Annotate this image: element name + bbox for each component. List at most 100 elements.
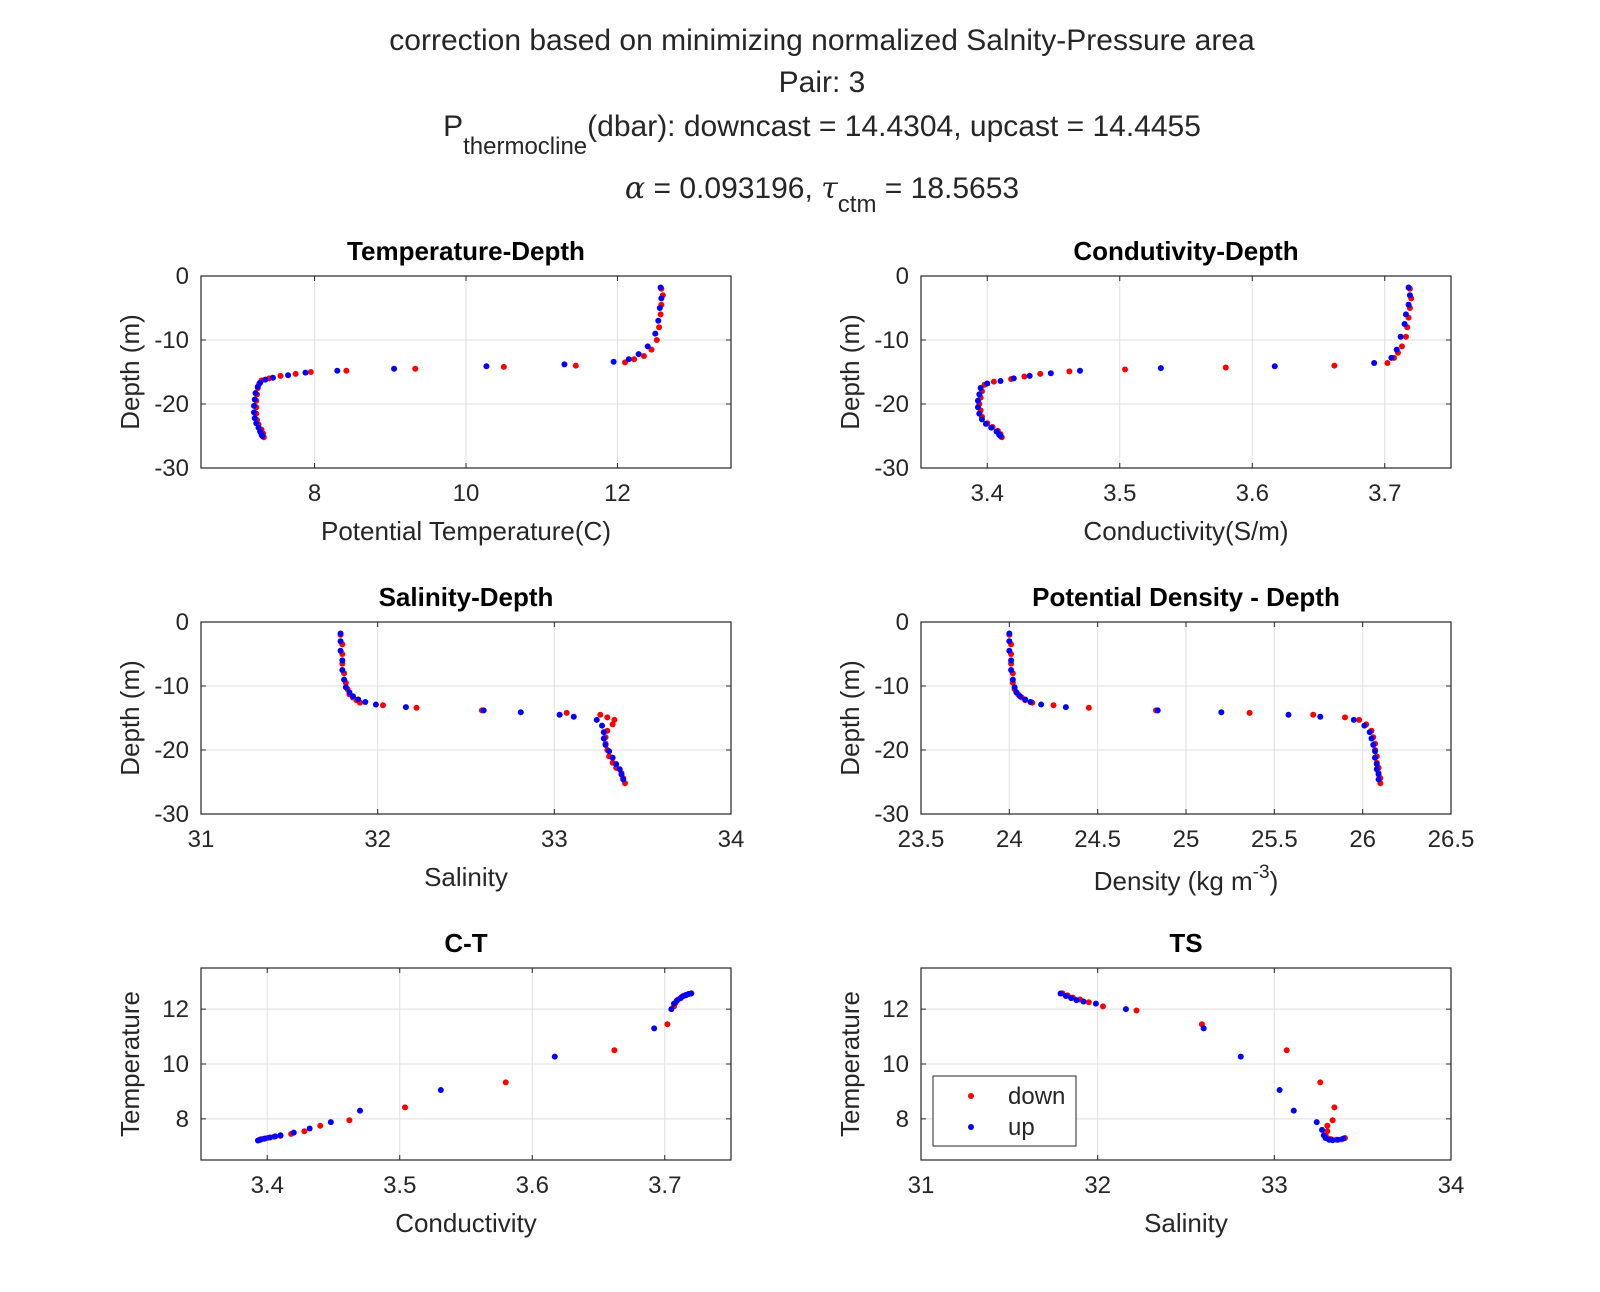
point-down: [1329, 1117, 1336, 1124]
point-up: [1375, 771, 1382, 778]
point-up: [599, 722, 606, 729]
point-up: [251, 396, 258, 403]
point-up: [1334, 1136, 1341, 1143]
point-up: [997, 433, 1004, 439]
point-up: [1405, 301, 1412, 308]
x-axis-label: Conductivity: [395, 1208, 537, 1238]
y-tick-label: 8: [896, 1106, 909, 1133]
point-down: [631, 356, 638, 363]
point-up: [655, 317, 662, 324]
point-up: [1366, 729, 1373, 736]
y-tick-label: -10: [154, 673, 189, 700]
y-tick-label: 0: [176, 609, 189, 636]
point-up: [609, 754, 616, 761]
legend-marker-up: [968, 1124, 974, 1130]
point-down: [1122, 366, 1129, 373]
point-up: [658, 295, 665, 302]
x-tick-label: 31: [908, 1172, 935, 1199]
x-axis-label: Salinity: [424, 862, 508, 892]
point-up: [266, 1134, 273, 1141]
x-tick-label: 3.4: [251, 1172, 284, 1199]
point-up: [976, 391, 983, 398]
point-up: [259, 433, 266, 439]
y-axis-label: Depth (m): [835, 660, 865, 776]
y-tick-label: -30: [874, 455, 909, 482]
y-tick-label: -20: [874, 391, 909, 418]
point-down: [990, 378, 997, 385]
point-up: [251, 402, 257, 409]
point-up: [618, 771, 625, 778]
x-tick-label: 3.7: [648, 1172, 681, 1199]
point-up: [342, 684, 349, 691]
point-up: [1027, 699, 1034, 705]
point-up: [600, 729, 607, 736]
title-p-subscript: thermocline: [463, 133, 587, 160]
y-tick-label: -30: [154, 455, 189, 482]
x-axis-label: Potential Temperature(C): [321, 516, 611, 546]
point-up: [656, 305, 663, 311]
x-tick-label: 24: [996, 826, 1023, 853]
y-tick-label: 0: [896, 263, 909, 290]
y-tick-label: -20: [154, 391, 189, 418]
point-down: [1037, 370, 1044, 377]
x-tick-label: 32: [1084, 1172, 1111, 1199]
point-up: [602, 741, 609, 748]
y-tick-label: -30: [154, 801, 189, 828]
point-up: [277, 1132, 284, 1139]
point-down: [1085, 704, 1092, 711]
point-up: [561, 361, 568, 368]
point-up: [272, 1133, 279, 1140]
point-up: [1388, 354, 1395, 361]
point-up: [355, 696, 362, 703]
point-up: [337, 647, 344, 654]
point-up: [1402, 311, 1409, 318]
point-up: [1006, 638, 1013, 645]
point-down: [292, 370, 299, 377]
point-up: [1016, 693, 1023, 700]
point-up: [1290, 1107, 1297, 1114]
y-axis-label: Depth (m): [835, 314, 865, 430]
point-down: [1331, 362, 1338, 369]
point-up: [251, 415, 258, 422]
point-up: [252, 390, 259, 397]
point-up: [391, 365, 398, 372]
title-p: P: [443, 110, 463, 143]
point-down: [640, 353, 647, 359]
legend-label-up: up: [1008, 1114, 1035, 1141]
point-up: [251, 409, 257, 416]
point-down: [307, 369, 314, 375]
point-down: [1085, 999, 1092, 1006]
point-down: [572, 362, 579, 369]
point-down: [563, 709, 570, 716]
point-up: [1368, 735, 1375, 742]
point-up: [1122, 1006, 1129, 1013]
point-up: [974, 397, 981, 404]
figure-title-line4: α = 0.093196, τctm = 18.5653: [625, 171, 1019, 218]
y-tick-label: -10: [874, 673, 909, 700]
point-up: [1405, 284, 1412, 291]
point-down: [1324, 1122, 1331, 1129]
x-tick-label: 3.5: [383, 1172, 416, 1199]
point-up: [1271, 363, 1278, 370]
point-up: [1373, 766, 1380, 773]
y-tick-label: 0: [176, 263, 189, 290]
subplot-title: Salinity-Depth: [379, 582, 554, 612]
figure-title-line1: correction based on minimizing normalize…: [389, 24, 1255, 57]
point-down: [1317, 1079, 1324, 1086]
point-up: [337, 630, 344, 637]
point-down: [1222, 364, 1229, 371]
point-down: [1310, 711, 1317, 718]
point-up: [1350, 716, 1357, 723]
point-up: [254, 1137, 261, 1144]
figure-title-line2: Pair: 3: [779, 66, 866, 99]
x-axis-label-superscript: -3: [1253, 862, 1270, 883]
point-down: [1402, 333, 1409, 340]
point-up: [1154, 707, 1161, 714]
point-up: [1006, 630, 1013, 637]
x-tick-label: 8: [308, 480, 321, 507]
point-up: [285, 372, 292, 379]
point-up: [600, 735, 607, 742]
point-up: [1062, 704, 1069, 711]
point-up: [402, 704, 409, 711]
point-down: [604, 714, 611, 721]
